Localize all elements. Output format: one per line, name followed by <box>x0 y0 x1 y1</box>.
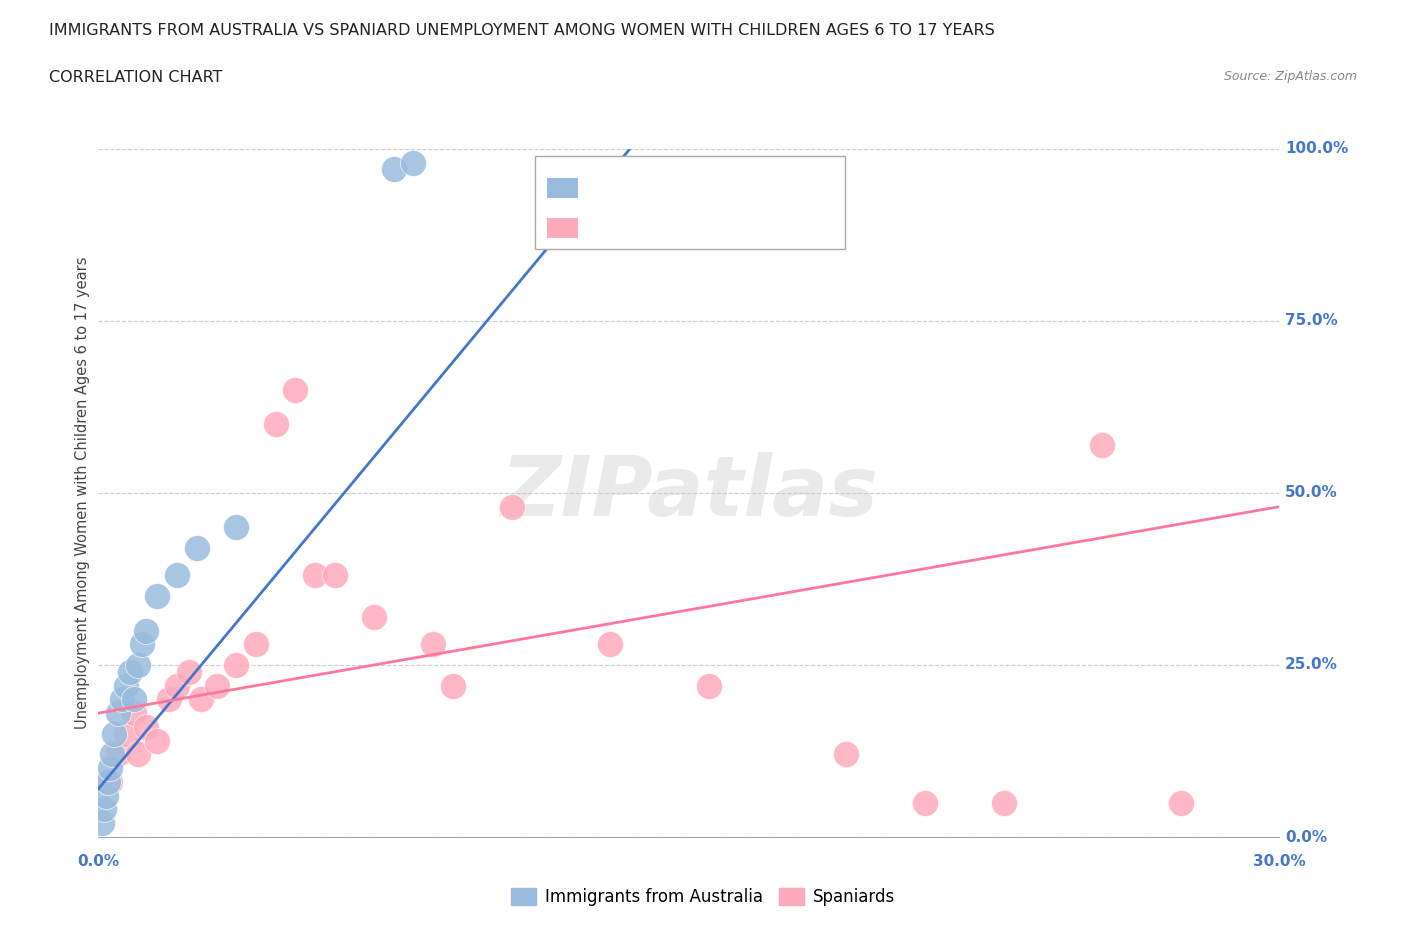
Point <box>118 664 141 679</box>
Point <box>382 162 405 177</box>
Point <box>103 726 125 741</box>
Text: 0.0%: 0.0% <box>77 854 120 869</box>
Point <box>157 692 180 707</box>
Point <box>107 706 129 721</box>
Point <box>98 775 121 790</box>
Point <box>599 637 621 652</box>
Text: 25.0%: 25.0% <box>1285 658 1339 672</box>
Point <box>131 637 153 652</box>
Point <box>225 520 247 535</box>
Point <box>135 720 157 735</box>
Y-axis label: Unemployment Among Women with Children Ages 6 to 17 years: Unemployment Among Women with Children A… <box>75 257 90 729</box>
Point <box>323 568 346 583</box>
Text: 30.0%: 30.0% <box>1253 854 1306 869</box>
Point <box>422 637 444 652</box>
Point <box>97 775 120 790</box>
Legend: Immigrants from Australia, Spaniards: Immigrants from Australia, Spaniards <box>505 881 901 912</box>
Point <box>245 637 267 652</box>
Point <box>91 816 114 830</box>
Point <box>402 155 425 170</box>
Text: CORRELATION CHART: CORRELATION CHART <box>49 70 222 85</box>
Point <box>93 802 115 817</box>
Point <box>177 664 200 679</box>
Point <box>190 692 212 707</box>
Point <box>101 747 124 762</box>
Point <box>1170 795 1192 810</box>
Text: 75.0%: 75.0% <box>1285 313 1339 328</box>
Point <box>115 726 138 741</box>
Point <box>441 678 464 693</box>
Point <box>127 747 149 762</box>
Text: R = 0.822   N = 22: R = 0.822 N = 22 <box>589 179 759 197</box>
Point <box>166 678 188 693</box>
Point <box>993 795 1015 810</box>
Point <box>122 706 145 721</box>
Point <box>186 540 208 555</box>
Point <box>205 678 228 693</box>
Point <box>914 795 936 810</box>
Point <box>304 568 326 583</box>
Text: 100.0%: 100.0% <box>1285 141 1348 156</box>
Point <box>599 162 621 177</box>
Point <box>284 382 307 397</box>
Point <box>111 692 134 707</box>
Point <box>146 733 169 748</box>
Text: ZIPatlas: ZIPatlas <box>501 452 877 534</box>
Point <box>107 747 129 762</box>
Point <box>166 568 188 583</box>
Point <box>264 417 287 432</box>
Point <box>127 658 149 672</box>
Point <box>135 623 157 638</box>
Point <box>115 678 138 693</box>
Point <box>96 789 118 804</box>
Point <box>697 678 720 693</box>
Point <box>1091 437 1114 452</box>
Text: 50.0%: 50.0% <box>1285 485 1339 500</box>
Point <box>835 747 858 762</box>
Point <box>363 609 385 624</box>
Point <box>98 761 121 776</box>
Text: IMMIGRANTS FROM AUSTRALIA VS SPANIARD UNEMPLOYMENT AMONG WOMEN WITH CHILDREN AGE: IMMIGRANTS FROM AUSTRALIA VS SPANIARD UN… <box>49 23 995 38</box>
Point <box>122 692 145 707</box>
Text: Source: ZipAtlas.com: Source: ZipAtlas.com <box>1223 70 1357 83</box>
Text: R = 0.241   N = 29: R = 0.241 N = 29 <box>589 219 759 237</box>
Text: 0.0%: 0.0% <box>1285 830 1327 844</box>
Point <box>225 658 247 672</box>
Point <box>146 589 169 604</box>
Point <box>501 499 523 514</box>
